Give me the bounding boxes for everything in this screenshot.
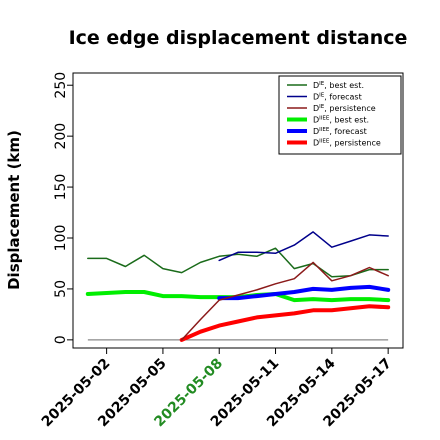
legend-label: DIE, forecast [313,93,362,102]
legend-label: DIE, best est. [313,81,364,90]
y-tick-label: 100 [53,225,69,252]
y-tick-label: 0 [53,335,69,344]
series-line [217,284,391,301]
plot-area [85,231,391,342]
y-tick-label: 150 [53,174,69,201]
series-line [87,247,389,278]
series-line [180,261,389,341]
x-axis: 2025-05-022025-05-052025-05-082025-05-11… [39,348,395,430]
legend-label: DIIEE, forecast [313,127,367,136]
chart-title: Ice edge displacement distance [69,27,408,49]
series-line [179,304,391,342]
legend-label: DIIEE, persistence [313,139,381,148]
series-line [218,231,389,262]
legend-label: DIIEE, best est. [313,116,369,125]
legend: DIE, best est. DIE, forecast DIE, persiste… [278,75,402,155]
y-axis-label: Displacement (km) [5,130,23,290]
y-tick-label: 50 [53,280,69,298]
y-tick-label: 250 [53,72,69,99]
y-axis: 0 50 100 150 200 250 [53,72,73,344]
y-tick-label: 200 [53,123,69,150]
plot-frame [72,72,404,349]
legend-label: DIE, persistence [313,104,376,113]
